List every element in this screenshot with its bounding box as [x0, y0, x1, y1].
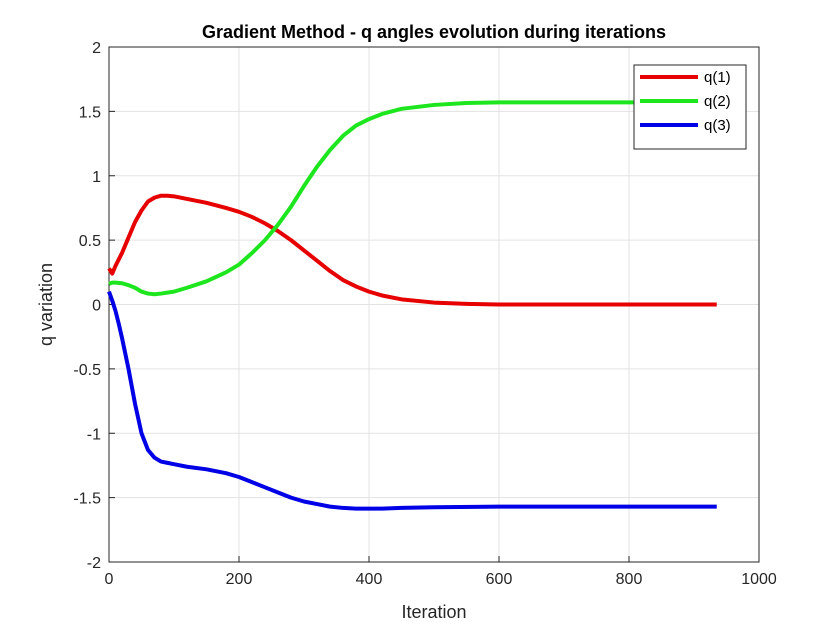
- y-tick-label: 2: [92, 40, 101, 57]
- y-tick-label: 1: [92, 169, 101, 186]
- series-lines: [107, 100, 717, 511]
- y-tick-label: -0.5: [73, 362, 101, 379]
- x-tick-label: 800: [616, 571, 643, 588]
- y-axis-label: q variation: [36, 263, 56, 346]
- y-tick-label: 0.5: [79, 233, 101, 250]
- y-tick-label: -2: [87, 555, 101, 572]
- y-tick-label: 1.5: [79, 104, 101, 121]
- legend: q(1) q(2) q(3): [633, 64, 747, 150]
- x-tick-label: 600: [486, 571, 513, 588]
- x-tick-label: 200: [226, 571, 253, 588]
- y-tick-label: -1: [87, 426, 101, 443]
- legend-label: q(3): [704, 117, 731, 134]
- y-tick-label: 0: [92, 298, 101, 315]
- axis-ticks: 0 200 400 600 800 1000 -2 -1.5 -1 -0.5 0 0.5 1 1.5 2: [73, 40, 776, 588]
- legend-label: q(2): [704, 93, 731, 110]
- series-line-q1: [107, 193, 717, 307]
- legend-label: q(1): [704, 69, 731, 86]
- x-tick-label: 400: [356, 571, 383, 588]
- y-tick-label: -1.5: [73, 491, 101, 508]
- chart-title: Gradient Method - q angles evolution dur…: [202, 22, 666, 42]
- x-tick-label: 1000: [741, 571, 777, 588]
- series-line-q2: [108, 100, 717, 297]
- x-axis-label: Iteration: [401, 602, 466, 622]
- x-tick-label: 0: [105, 571, 114, 588]
- series-line-q3: [107, 290, 717, 511]
